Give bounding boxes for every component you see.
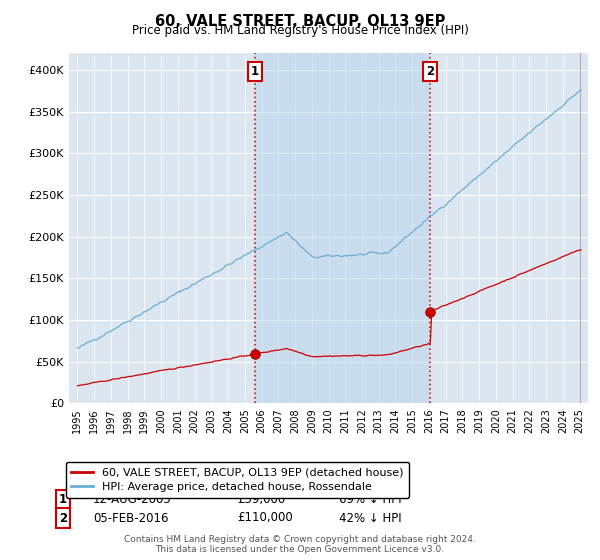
Text: Contains HM Land Registry data © Crown copyright and database right 2024.
This d: Contains HM Land Registry data © Crown c… xyxy=(124,535,476,554)
Text: 60, VALE STREET, BACUP, OL13 9EP: 60, VALE STREET, BACUP, OL13 9EP xyxy=(155,14,445,29)
Legend: 60, VALE STREET, BACUP, OL13 9EP (detached house), HPI: Average price, detached : 60, VALE STREET, BACUP, OL13 9EP (detach… xyxy=(65,462,409,497)
Text: 1: 1 xyxy=(251,65,259,78)
Text: £110,000: £110,000 xyxy=(237,511,293,525)
Text: Price paid vs. HM Land Registry's House Price Index (HPI): Price paid vs. HM Land Registry's House … xyxy=(131,24,469,37)
Text: 69% ↓ HPI: 69% ↓ HPI xyxy=(339,493,401,506)
Text: 05-FEB-2016: 05-FEB-2016 xyxy=(93,511,169,525)
Text: 2: 2 xyxy=(427,65,434,78)
Text: 12-AUG-2005: 12-AUG-2005 xyxy=(93,493,172,506)
Text: 2: 2 xyxy=(59,511,67,525)
Bar xyxy=(255,53,430,403)
Text: 42% ↓ HPI: 42% ↓ HPI xyxy=(339,511,401,525)
Text: £59,000: £59,000 xyxy=(237,493,285,506)
Text: 1: 1 xyxy=(59,493,67,506)
